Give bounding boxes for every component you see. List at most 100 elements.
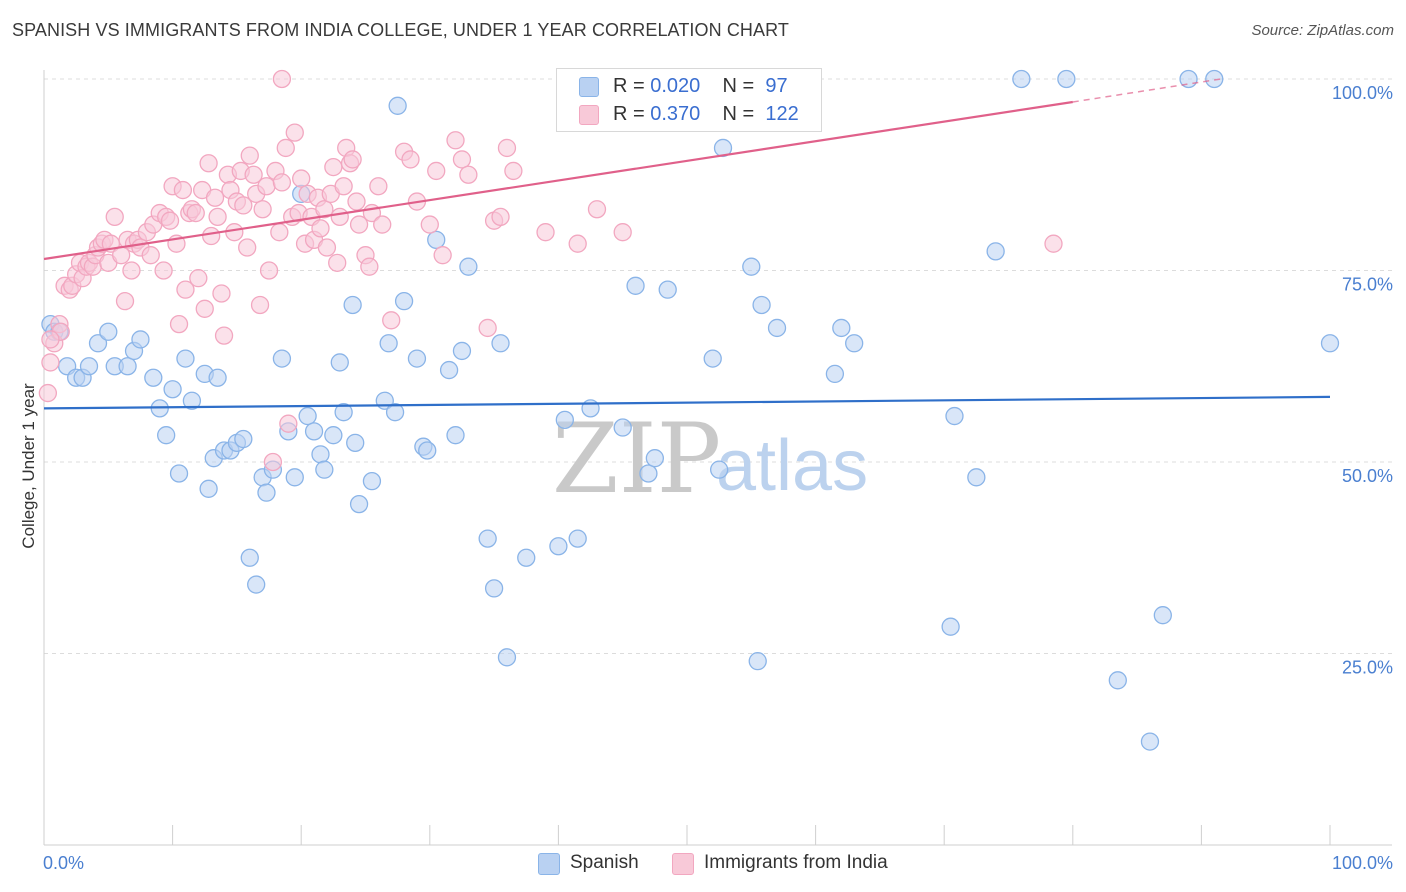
point-spanish-60 — [459, 257, 478, 276]
axes — [43, 70, 1392, 846]
point-spanish-51 — [388, 96, 407, 115]
y-tick-label-50: 50.0% — [1342, 466, 1393, 486]
point-spanish-46 — [349, 494, 369, 514]
watermark-zip: ZIP — [552, 403, 721, 515]
watermark: ZIP atlas — [552, 403, 868, 515]
chart-title: SPANISH VS IMMIGRANTS FROM INDIA COLLEGE… — [12, 20, 789, 40]
point-spanish-89 — [1012, 69, 1031, 89]
point-india-93 — [349, 215, 369, 234]
point-spanish-23 — [208, 368, 227, 387]
point-spanish-49 — [379, 334, 398, 353]
point-india-51 — [214, 326, 234, 345]
point-india-108 — [459, 165, 478, 184]
point-spanish-16 — [163, 380, 182, 399]
point-india-99 — [382, 311, 401, 330]
point-india-85 — [324, 157, 343, 177]
trend-lines — [43, 78, 1331, 410]
point-spanish-38 — [304, 422, 324, 441]
point-india-39 — [176, 280, 195, 299]
bottom-legend-swatch-spanish — [538, 853, 560, 875]
point-spanish-58 — [446, 426, 465, 445]
tick-labels: 25.0% 50.0% 75.0% 100.0% 0.0% 100.0% — [43, 83, 1393, 873]
point-spanish-92 — [1140, 732, 1160, 751]
point-spanish-61 — [478, 529, 497, 548]
legend-swatch-spanish — [579, 77, 599, 97]
point-spanish-76 — [710, 460, 729, 479]
point-india-95 — [360, 257, 379, 276]
point-spanish-41 — [324, 426, 343, 445]
point-spanish-79 — [748, 652, 767, 671]
point-spanish-64 — [497, 648, 517, 667]
legend-row-india: R = 0.370 N = 122 — [557, 101, 819, 129]
point-spanish-33 — [272, 349, 292, 368]
point-india-86 — [328, 253, 347, 272]
x-tick-label-100: 100.0% — [1332, 853, 1393, 873]
point-spanish-50 — [385, 403, 405, 422]
point-india-32 — [154, 261, 173, 280]
point-india-92 — [347, 192, 366, 211]
legend-swatch-india — [579, 105, 599, 125]
point-spanish-19 — [182, 391, 202, 410]
point-india-24 — [122, 261, 141, 280]
point-india-97 — [369, 177, 388, 196]
trend-line-india-extension — [1072, 78, 1221, 103]
point-india-71 — [279, 414, 298, 433]
y-axis-title: College, Under 1 year — [19, 383, 38, 549]
point-india-20 — [105, 207, 124, 227]
point-india-120 — [41, 330, 60, 349]
point-india-109 — [478, 318, 497, 338]
point-spanish-27 — [234, 429, 253, 449]
point-india-0 — [38, 383, 58, 403]
point-india-47 — [202, 226, 221, 246]
point-india-37 — [169, 314, 189, 334]
point-india-58 — [238, 238, 257, 257]
point-india-29 — [141, 246, 160, 265]
trend-line-spanish — [43, 395, 1331, 410]
point-india-64 — [257, 177, 276, 196]
point-spanish-93 — [1153, 606, 1172, 625]
bottom-legend-swatch-india — [672, 853, 694, 875]
point-spanish-82 — [825, 364, 845, 384]
y-tick-label-75: 75.0% — [1342, 275, 1393, 295]
point-spanish-59 — [452, 341, 472, 361]
point-india-107 — [452, 150, 472, 169]
point-spanish-95 — [1205, 69, 1224, 89]
point-india-82 — [315, 200, 334, 219]
point-india-118 — [1044, 234, 1063, 253]
point-spanish-96 — [1320, 334, 1340, 353]
point-spanish-90 — [1057, 69, 1076, 89]
point-spanish-18 — [176, 349, 195, 368]
point-india-50 — [212, 284, 231, 303]
point-spanish-28 — [240, 548, 259, 567]
point-spanish-66 — [549, 537, 568, 556]
point-spanish-42 — [330, 353, 349, 372]
point-india-114 — [536, 223, 555, 242]
point-spanish-83 — [832, 318, 851, 338]
point-spanish-56 — [427, 230, 446, 250]
point-spanish-12 — [131, 330, 150, 349]
point-spanish-6 — [79, 357, 99, 376]
point-spanish-74 — [658, 280, 677, 299]
point-india-111 — [491, 207, 510, 227]
point-india-106 — [446, 131, 465, 150]
point-india-49 — [208, 207, 227, 227]
point-spanish-88 — [986, 242, 1005, 261]
legend-text-india: R = 0.370 N = 122 — [613, 103, 799, 125]
chart-source: Source: ZipAtlas.com — [1251, 22, 1394, 39]
point-india-43 — [189, 269, 208, 288]
point-india-45 — [195, 299, 214, 318]
point-india-68 — [270, 223, 289, 242]
point-india-34 — [160, 211, 180, 230]
point-india-98 — [373, 215, 392, 234]
point-spanish-13 — [144, 368, 163, 387]
point-india-115 — [568, 234, 587, 253]
point-india-87 — [330, 207, 349, 227]
point-spanish-87 — [967, 468, 986, 487]
point-spanish-70 — [613, 418, 632, 437]
point-spanish-55 — [418, 441, 437, 460]
point-spanish-75 — [703, 349, 722, 368]
trend-line-india — [43, 100, 1073, 261]
bottom-legend-label-india: Immigrants from India — [704, 852, 888, 873]
point-spanish-45 — [346, 433, 365, 453]
